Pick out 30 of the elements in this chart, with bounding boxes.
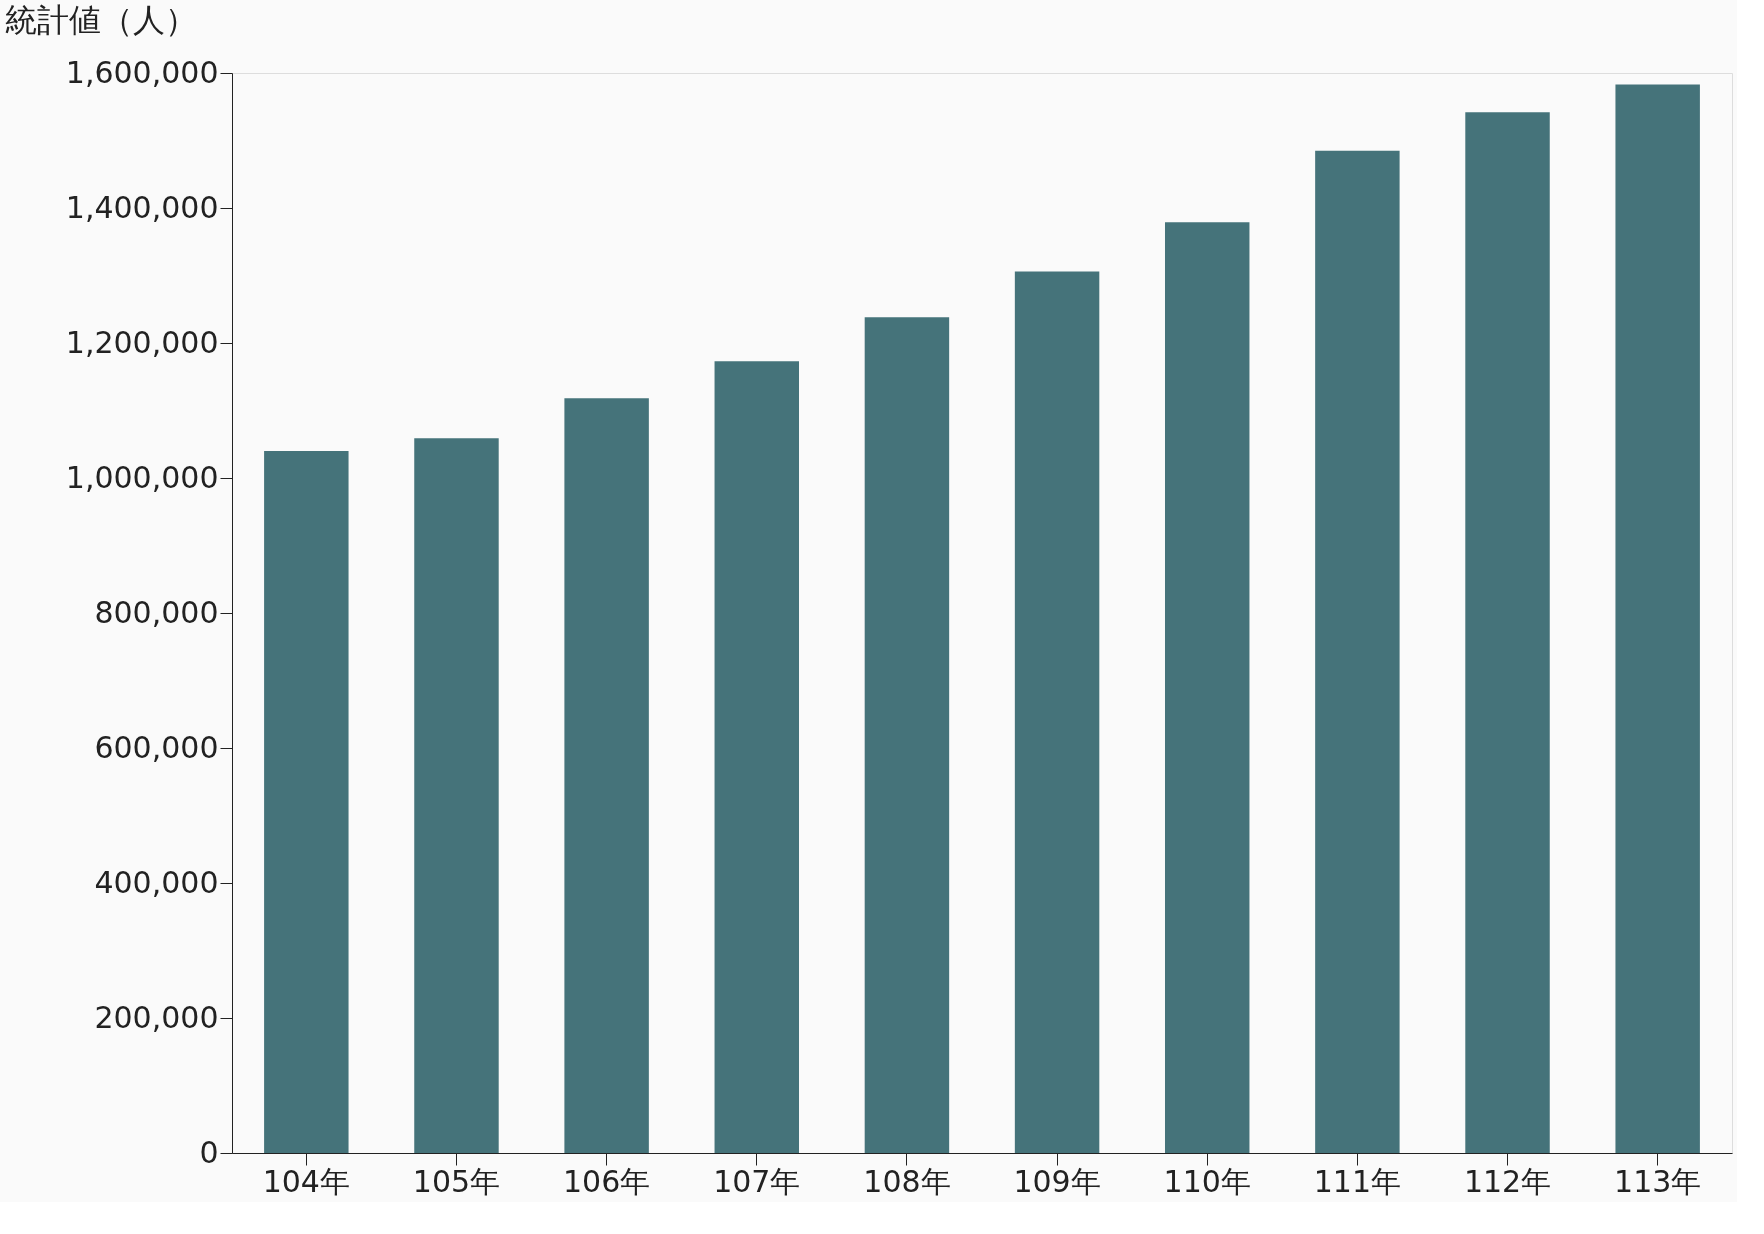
bar <box>714 361 799 1153</box>
x-tick-label: 105年 <box>412 1163 501 1199</box>
bar <box>1615 84 1700 1153</box>
bar <box>1014 271 1100 1153</box>
x-tick-label: 108年 <box>863 1163 951 1199</box>
bar <box>864 317 950 1153</box>
bar <box>1315 150 1400 1153</box>
bar <box>1465 112 1550 1153</box>
x-tick-label: 104年 <box>262 1163 350 1199</box>
x-tick-label: 107年 <box>713 1163 801 1199</box>
y-tick-label: 1,600,000 <box>65 54 219 90</box>
y-tick-label: 0 <box>199 1134 219 1170</box>
x-tick-label: 106年 <box>562 1163 651 1199</box>
bar <box>564 398 649 1153</box>
y-tick-label: 600,000 <box>94 729 219 765</box>
y-tick-label: 1,400,000 <box>65 189 219 225</box>
y-tick-label: 800,000 <box>94 594 219 630</box>
bar <box>264 451 349 1153</box>
y-tick-label: 1,000,000 <box>65 459 219 495</box>
x-tick-label: 113年 <box>1614 1163 1702 1199</box>
bar <box>1165 222 1250 1153</box>
y-tick-label: 200,000 <box>94 999 219 1035</box>
x-tick-label: 109年 <box>1013 1163 1101 1199</box>
x-tick-label: 111年 <box>1313 1163 1402 1199</box>
x-tick-label: 110年 <box>1163 1163 1251 1199</box>
y-tick-label: 400,000 <box>94 864 219 900</box>
y-axis-title: 統計値（人） <box>5 1 198 39</box>
x-tick-label: 112年 <box>1463 1163 1552 1199</box>
y-tick-label: 1,200,000 <box>65 324 219 360</box>
bar <box>414 438 499 1153</box>
